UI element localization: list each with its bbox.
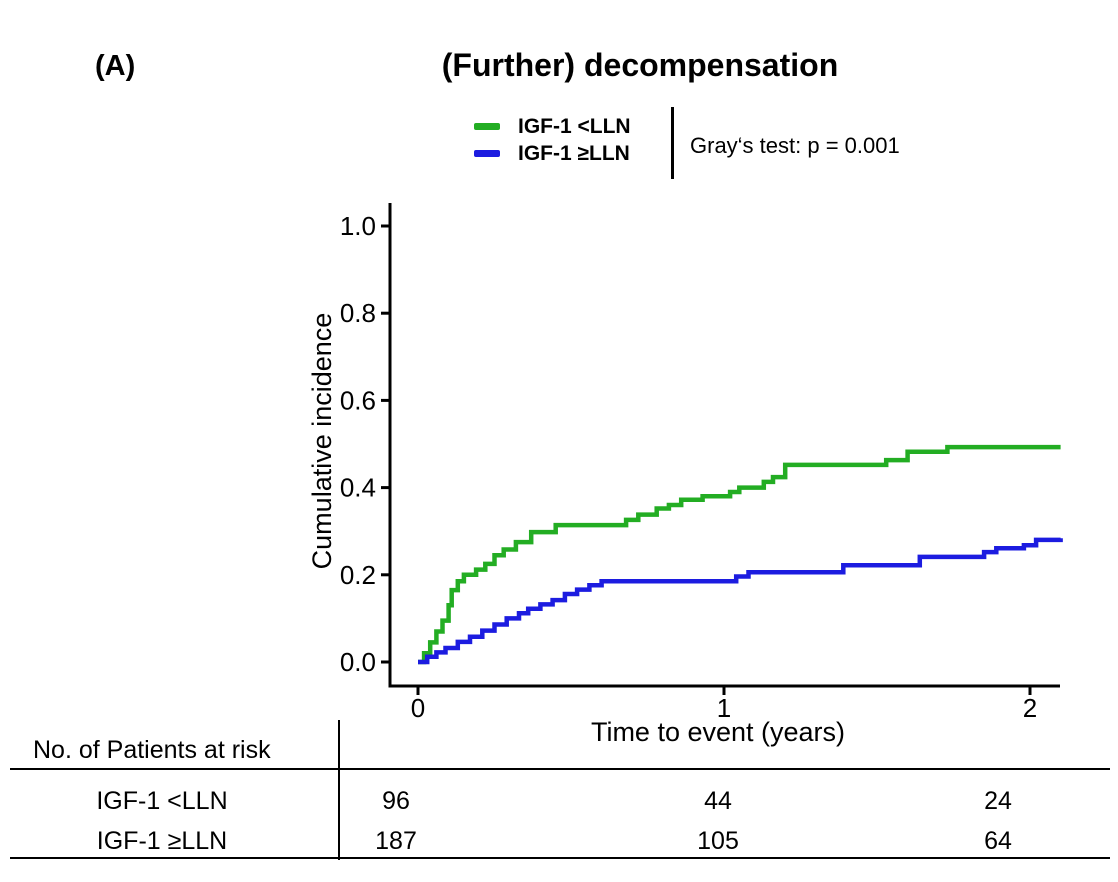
legend-item-igf1-below-lln: IGF-1 <LLN [474,113,631,140]
legend-swatch-igf1-above-lln [474,150,500,157]
y-tick-label-0.2: 0.2 [340,560,376,590]
risk-row-label-igf1-below-lln: IGF-1 <LLN [96,787,228,815]
risk-count: 187 [375,827,417,855]
risk-count: 105 [697,827,739,855]
y-tick-label-0.8: 0.8 [340,298,376,328]
legend-label-igf1-below-lln: IGF-1 <LLN [518,114,631,138]
y-tick-label-0.6: 0.6 [340,385,376,415]
x-tick-label-2: 2 [1023,693,1037,723]
y-tick-label-0.4: 0.4 [340,473,376,503]
y-tick-marks [381,224,390,664]
risk-count: 44 [704,787,732,815]
risk-row-label-igf1-above-lln: IGF-1 ≥LLN [96,827,228,855]
x-tick-labels: 0 1 2 [411,693,1037,723]
risk-table-vertical-rule [338,720,340,860]
legend-label-igf1-above-lln: IGF-1 ≥LLN [518,141,630,165]
legend-item-igf1-above-lln: IGF-1 ≥LLN [474,140,630,167]
risk-table-header-rule [10,768,1110,770]
igf1-below-lln-curve [418,444,1061,665]
legend-swatch-igf1-below-lln [474,123,500,130]
x-tick-label-0: 0 [411,693,425,723]
igf1-above-lln-curve [418,537,1063,665]
risk-count: 24 [984,787,1012,815]
plot-svg: 0.0 0.2 0.4 0.6 0.8 1.0 0 1 2 [340,203,1063,723]
risk-table-bottom-rule [10,857,1110,859]
x-tick-label-1: 1 [717,693,731,723]
figure-title: (Further) decompensation [441,47,839,83]
y-tick-labels: 0.0 0.2 0.4 0.6 0.8 1.0 [340,211,376,677]
x-axis-title: Time to event (years) [590,717,846,747]
grays-test-annotation: Gray‘s test: p = 0.001 [690,133,900,158]
risk-table-header: No. of Patients at risk [33,736,271,764]
y-tick-label-1.0: 1.0 [340,211,376,241]
risk-count: 64 [984,827,1012,855]
risk-count: 96 [382,787,410,815]
legend-divider-line [671,107,674,179]
panel-label: (A) [95,50,136,82]
x-tick-marks [416,686,1032,695]
y-tick-label-0.0: 0.0 [340,647,376,677]
